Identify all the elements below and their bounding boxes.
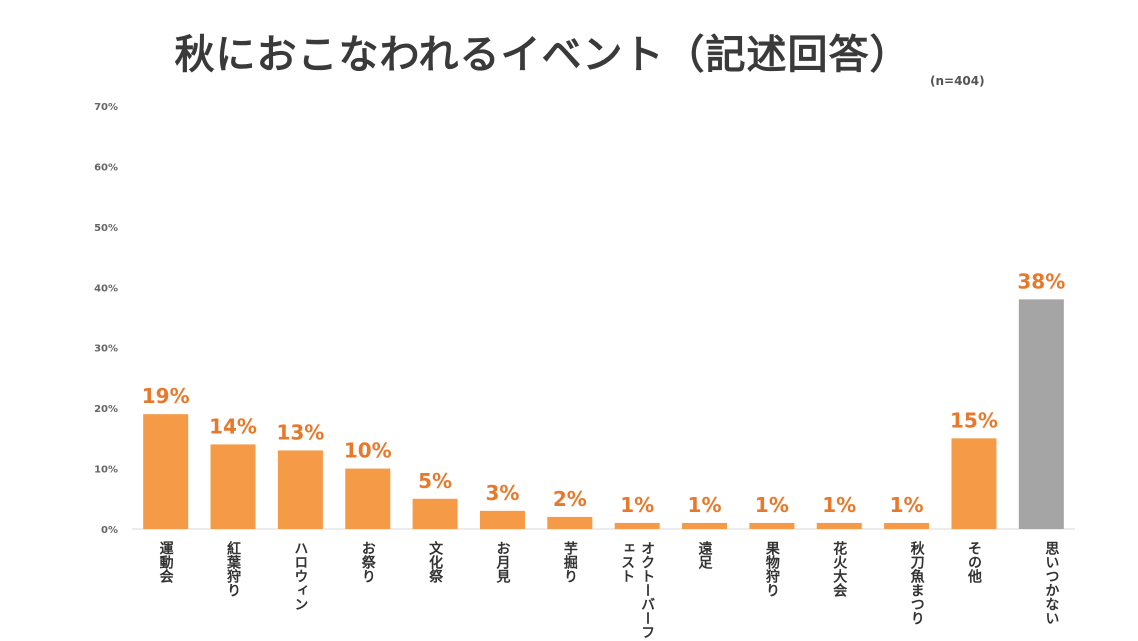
category-label: ハロウィン	[292, 541, 309, 611]
bar	[547, 516, 593, 529]
bar	[210, 444, 256, 529]
bar	[816, 522, 862, 529]
category-label: 秋刀魚まつり	[908, 541, 925, 625]
category-label: 花火大会	[831, 541, 848, 597]
bar-value-label: 1%	[822, 493, 856, 517]
bar-value-label: 5%	[418, 469, 452, 493]
bar	[479, 510, 525, 529]
bar	[1018, 299, 1064, 529]
bar-value-label: 1%	[620, 493, 654, 517]
bar-value-label: 10%	[344, 439, 392, 463]
bar	[884, 522, 930, 529]
bar	[143, 414, 189, 529]
bar-value-label: 15%	[950, 408, 998, 432]
bar	[682, 522, 728, 529]
bar-value-label: 19%	[142, 384, 190, 408]
category-label: 芋掘り	[561, 541, 578, 583]
bar-value-label: 2%	[553, 487, 587, 511]
category-label: 文化祭	[427, 541, 444, 583]
bar	[951, 438, 997, 529]
category-label: 遠足	[696, 541, 713, 569]
y-tick-label: 20%	[94, 404, 118, 415]
bar	[749, 522, 795, 529]
bar	[345, 468, 391, 529]
category-label: 運動会	[157, 541, 174, 583]
bar-value-label: 1%	[890, 493, 924, 517]
y-tick-label: 30%	[94, 344, 118, 355]
category-label: お月見	[494, 541, 511, 583]
category-label: オクトーバーフェスト	[619, 541, 656, 639]
category-label: お祭り	[359, 541, 376, 583]
y-tick-label: 50%	[94, 223, 118, 234]
bar	[614, 522, 660, 529]
y-tick-label: 10%	[94, 465, 118, 476]
category-label: 思いつかない	[1043, 541, 1060, 625]
bar	[412, 498, 458, 529]
bar-value-label: 1%	[688, 493, 722, 517]
y-tick-label: 0%	[101, 525, 118, 536]
bar-value-label: 38%	[1017, 269, 1065, 293]
bar-value-label: 14%	[209, 414, 257, 438]
y-tick-label: 70%	[94, 102, 118, 113]
bar-value-label: 13%	[276, 420, 324, 444]
sample-size-note: (n=404)	[930, 74, 985, 88]
category-label: その他	[965, 541, 982, 583]
bar-value-label: 3%	[485, 481, 519, 505]
bar	[277, 450, 323, 529]
category-label: 果物狩り	[763, 541, 780, 597]
y-tick-label: 40%	[94, 283, 118, 294]
bar-value-label: 1%	[755, 493, 789, 517]
chart-title: 秋におこなわれるイベント（記述回答）	[174, 32, 911, 78]
category-label: 紅葉狩り	[225, 541, 242, 597]
y-tick-label: 60%	[94, 162, 118, 173]
